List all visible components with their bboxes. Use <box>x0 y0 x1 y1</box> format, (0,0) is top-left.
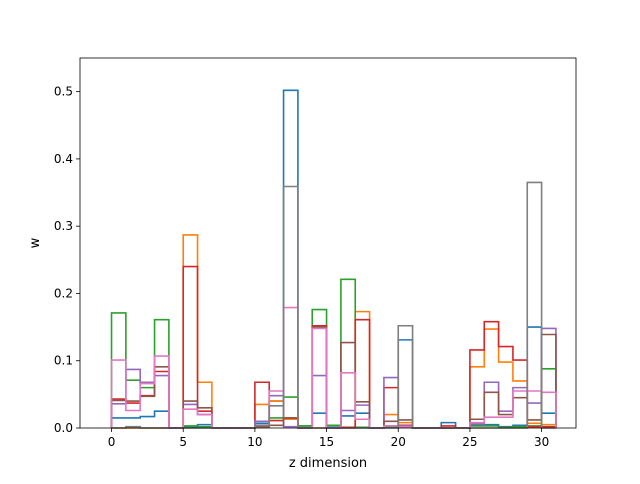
x-tick-label-25: 25 <box>462 435 477 449</box>
y-tick-label-0: 0.0 <box>54 421 73 435</box>
x-axis-ticks: 0 5 10 15 20 25 30 <box>108 428 549 449</box>
x-tick-label-20: 20 <box>391 435 406 449</box>
x-tick-label-5: 5 <box>179 435 187 449</box>
x-tick-label-15: 15 <box>319 435 334 449</box>
y-tick-label-1: 0.1 <box>54 354 73 368</box>
y-tick-label-5: 0.5 <box>54 85 73 99</box>
plot-area-frame <box>79 57 577 429</box>
x-axis-label: z dimension <box>289 456 367 471</box>
y-tick-label-2: 0.2 <box>54 286 73 300</box>
y-tick-label-3: 0.3 <box>54 219 73 233</box>
y-axis-label: w <box>28 237 43 248</box>
y-axis-ticks: 0.0 0.1 0.2 0.3 0.4 0.5 <box>54 85 80 435</box>
x-tick-label-0: 0 <box>108 435 116 449</box>
y-tick-label-4: 0.4 <box>54 152 73 166</box>
x-tick-label-10: 10 <box>247 435 262 449</box>
x-tick-label-30: 30 <box>534 435 549 449</box>
